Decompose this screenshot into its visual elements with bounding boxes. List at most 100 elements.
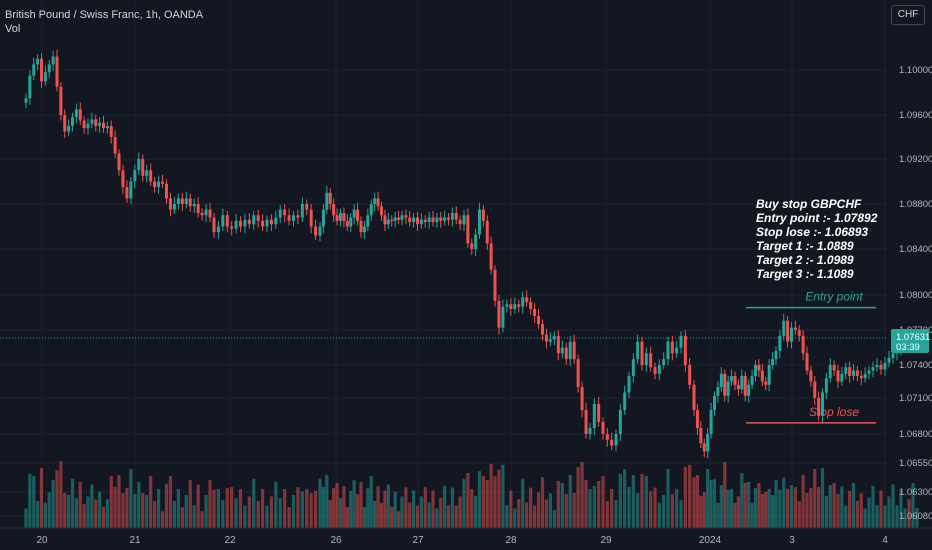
candle-body [180,198,184,204]
volume-bar [631,475,635,528]
candle-body [572,341,576,360]
time-axis[interactable]: 20 21 22 26 27 28 29 2024 3 4 [0,527,932,546]
volume-bar [805,493,809,528]
candle-body [292,215,295,221]
volume-bar [481,476,485,528]
price-tick-label: 1.10000 [899,65,932,76]
candle-body [212,217,216,233]
volume-bar [121,493,125,528]
candle-body [342,213,346,221]
volume-bar [55,470,59,528]
candle-body [560,347,564,354]
candle-body [269,219,273,225]
candle-body [505,304,509,307]
volume-bar [200,511,204,528]
candle-body [576,359,580,387]
candle-body [339,213,342,221]
candle-body [261,220,265,227]
volume-bar [851,483,856,528]
candle-body [627,376,631,393]
currency-button[interactable]: CHF [891,5,925,25]
candle-body [133,170,137,182]
candles [24,49,919,459]
volume-bar [786,488,790,528]
time-tick-label: 4 [882,535,888,546]
candle-body [305,204,309,210]
candle-body [754,365,757,376]
volume-bar [666,469,670,528]
price-axis[interactable]: 1.10000 1.09600 1.09200 1.08800 1.08400 1.080… [899,65,932,522]
price-tick-label: 1.06080 [899,511,932,522]
volume-bar [129,469,133,528]
volume-bar [309,493,313,528]
price-tick-label: 1.08800 [899,199,932,210]
volume-bar [552,509,556,528]
candle-body [730,376,734,382]
volume-bar [532,505,537,528]
candle-body [314,226,318,236]
candle-body [478,209,481,235]
volume-bar [560,483,564,528]
volume-bar [627,487,631,528]
candle-body [683,335,687,365]
candle-body [141,159,145,176]
candle-body [736,384,740,390]
candle-body [891,353,895,358]
candle-body [369,204,373,216]
candle-body [662,359,666,365]
volume-bar [891,484,895,528]
volume-bar [172,501,177,528]
volume-bar [396,511,401,528]
volume-bar [39,468,44,528]
candle-body [184,198,188,204]
volume-bar [362,507,367,528]
chart-title: British Pound / Swiss Franc, 1h, OANDA [5,9,204,21]
volume-bar [649,491,653,528]
candle-body [416,217,419,225]
candle-body [243,219,247,227]
volume-bar [747,482,751,528]
candle-body [362,226,366,233]
candle-body [517,304,521,307]
candle-body [300,204,304,218]
candle-body [412,217,416,222]
volume-bar [485,480,489,528]
candle-body [537,316,541,325]
candle-body [610,439,614,446]
candle-body [393,217,397,221]
candle-body [82,120,86,129]
candle-body [597,404,601,422]
current-price-text: 1.07631 [896,332,930,343]
volume-bar [712,479,717,528]
volume-bar [408,502,412,528]
volume-bar [141,493,145,528]
volume-bar [400,496,404,528]
candle-body [875,365,879,368]
candle-body [55,56,59,87]
candle-body [335,215,339,221]
volume-bar [458,496,462,528]
level-label: Entry point [805,290,863,304]
volume-bar [774,480,778,528]
candle-body [325,192,329,210]
time-tick-label: 27 [412,535,424,546]
volume-bar [212,489,216,528]
volume-bar [564,494,568,528]
candle-body [657,365,661,374]
volume-bar [287,507,291,528]
candle-body [859,376,863,379]
annotation-line: Buy stop GBPCHF [756,197,862,211]
volume-bar [156,489,161,528]
volume-bar [376,486,380,528]
candle-body [386,219,390,225]
candle-body [204,209,208,216]
volume-bar [47,492,51,528]
candle-body [43,72,47,82]
candle-body [733,376,737,385]
price-tick-label: 1.09200 [899,154,932,165]
candle-body [423,219,427,222]
volume-bar [801,475,805,528]
candle-body [702,443,706,452]
candle-body [454,213,458,220]
